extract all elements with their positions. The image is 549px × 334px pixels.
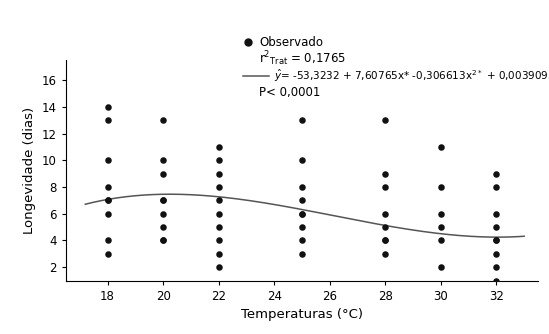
Point [103, 251, 112, 257]
Point [214, 211, 223, 216]
Point [492, 265, 501, 270]
Point [159, 224, 167, 230]
Point [436, 238, 445, 243]
Point [381, 251, 390, 257]
Point [492, 171, 501, 176]
X-axis label: Temperaturas (°C): Temperaturas (°C) [241, 308, 363, 321]
Point [298, 251, 306, 257]
Point [214, 224, 223, 230]
Point [381, 238, 390, 243]
Point [159, 158, 167, 163]
Point [159, 198, 167, 203]
Point [298, 238, 306, 243]
Point [492, 238, 501, 243]
Point [214, 251, 223, 257]
Point [381, 238, 390, 243]
Point [436, 224, 445, 230]
Point [436, 144, 445, 150]
Point [298, 158, 306, 163]
Point [298, 211, 306, 216]
Point [103, 238, 112, 243]
Point [381, 211, 390, 216]
Point [103, 118, 112, 123]
Text: r$^{2}$$_{\mathrm{Trat}}$ = 0,1765: r$^{2}$$_{\mathrm{Trat}}$ = 0,1765 [260, 50, 346, 68]
Point [103, 104, 112, 110]
Point [214, 158, 223, 163]
Text: $\hat{y}$= -53,3232 + 7,60765x* -0,306613x$^{2*}$ + 0,00390931x$^{3*}$: $\hat{y}$= -53,3232 + 7,60765x* -0,30661… [273, 67, 549, 84]
Point [381, 118, 390, 123]
Point [159, 238, 167, 243]
Point [381, 171, 390, 176]
Point [436, 265, 445, 270]
Point [103, 211, 112, 216]
Point [159, 238, 167, 243]
Point [492, 224, 501, 230]
Point [298, 211, 306, 216]
Point [492, 278, 501, 283]
Point [298, 118, 306, 123]
Point [214, 265, 223, 270]
Point [298, 184, 306, 190]
Point [381, 224, 390, 230]
Point [436, 211, 445, 216]
Point [159, 118, 167, 123]
Point [214, 144, 223, 150]
Point [492, 211, 501, 216]
Point [381, 184, 390, 190]
Point [214, 238, 223, 243]
Point [103, 158, 112, 163]
Point [298, 198, 306, 203]
Text: P< 0,0001: P< 0,0001 [260, 86, 321, 99]
Y-axis label: Longevidade (dias): Longevidade (dias) [23, 107, 36, 234]
Point [492, 184, 501, 190]
Point [492, 251, 501, 257]
Point [103, 184, 112, 190]
Point [436, 184, 445, 190]
Point [159, 171, 167, 176]
Point [159, 211, 167, 216]
Point [492, 238, 501, 243]
Point [103, 198, 112, 203]
Point [103, 198, 112, 203]
Point [214, 184, 223, 190]
Point [298, 224, 306, 230]
Point [159, 198, 167, 203]
Point [214, 171, 223, 176]
Text: Observado: Observado [260, 36, 323, 49]
Point [214, 198, 223, 203]
